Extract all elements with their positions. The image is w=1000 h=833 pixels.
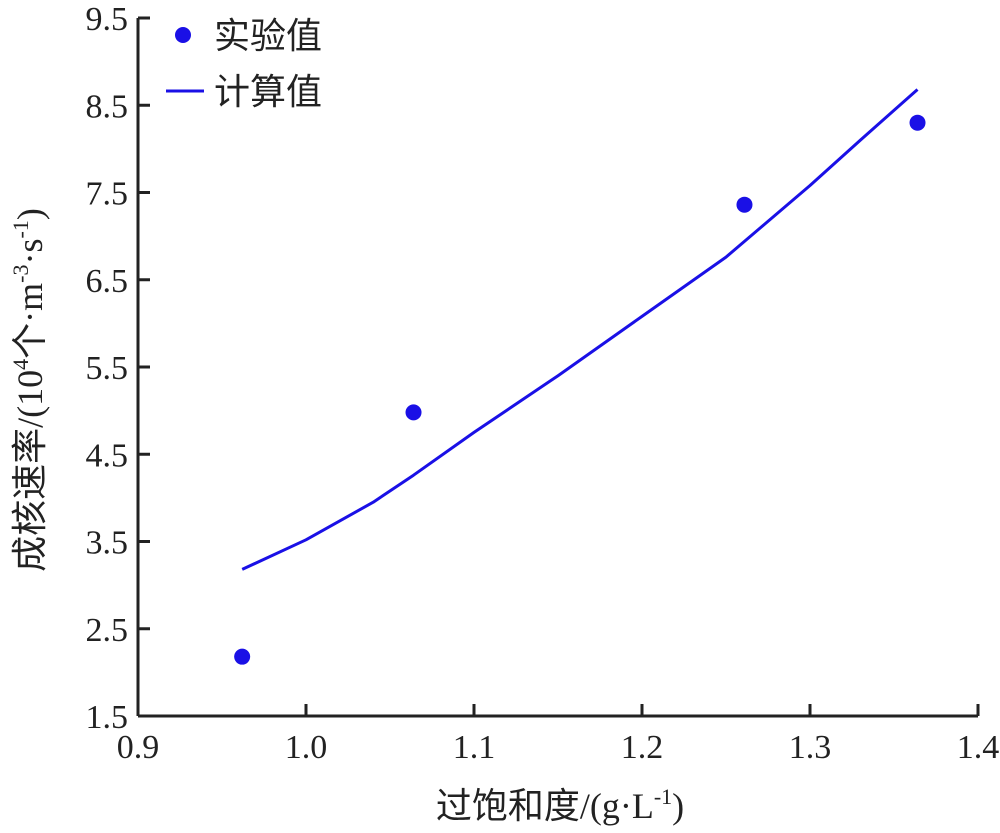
y-tick-label: 2.5 [86,612,129,649]
y-tick-label: 3.5 [86,525,129,562]
legend: 实验值 计算值 [166,16,322,113]
series-line-calculated [241,88,919,571]
y-tick-label: 8.5 [86,88,129,125]
y-axis-title: 成核速率/(104个·m-3·s-1) [8,208,50,572]
legend-marker-points [175,27,191,43]
x-tick-label: 1.1 [453,729,496,766]
x-tick-label: 1.2 [621,729,664,766]
legend-label-line: 计算值 [214,72,322,113]
y-tick-label: 4.5 [86,437,129,474]
y-tick-label: 5.5 [86,350,129,387]
x-tick-label: 1.4 [957,729,1000,766]
data-point-experimental [405,404,422,421]
y-tick-label: 6.5 [86,263,129,300]
x-tick-label: 1.3 [789,729,832,766]
x-tick-label: 1.0 [285,729,328,766]
data-point-experimental [234,648,251,665]
x-axis-title: 过饱和度/(g·L-1) [436,784,684,826]
y-tick-label: 7.5 [86,176,129,213]
legend-label-points: 实验值 [214,16,322,57]
y-tick-label: 9.5 [86,1,129,38]
x-tick-label: 0.9 [117,729,160,766]
data-point-experimental [736,196,753,213]
y-tick-label: 1.5 [86,699,129,736]
data-point-experimental [909,114,926,131]
